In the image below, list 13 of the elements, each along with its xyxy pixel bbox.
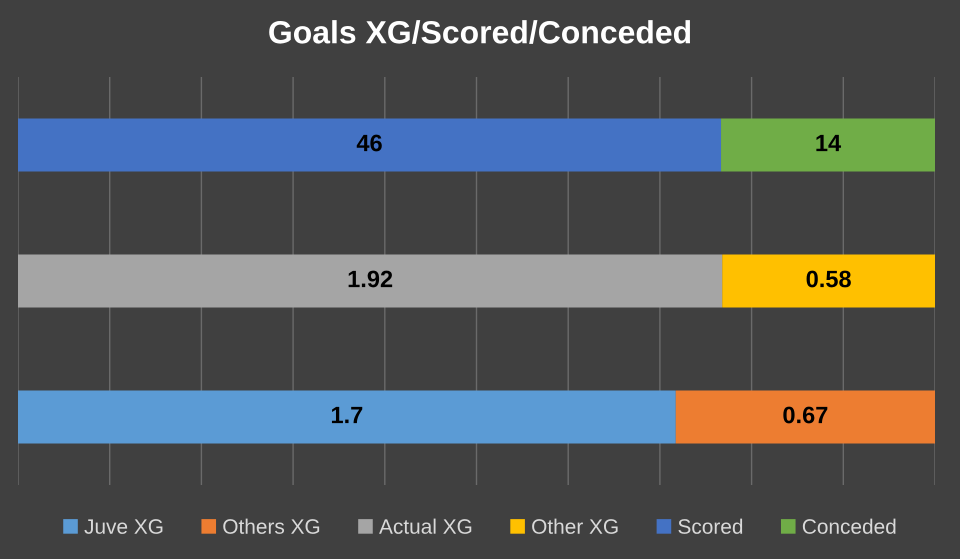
- data-label: 0.67: [783, 406, 828, 424]
- data-label: 14: [816, 134, 842, 152]
- legend-label: Other XG: [532, 518, 618, 534]
- chart-title: Goals XG/Scored/Conceded: [269, 20, 690, 44]
- legend-label: Juve XG: [84, 519, 162, 534]
- data-label: 46: [356, 134, 382, 152]
- legend-label: Scored: [678, 518, 742, 534]
- data-label: 0.58: [806, 270, 851, 288]
- legend-label: Conceded: [802, 518, 896, 534]
- legend-label: Others XG: [223, 518, 320, 534]
- data-label: 1.7: [332, 406, 362, 424]
- legend-label: Actual XG: [379, 518, 472, 534]
- data-label: 1.92: [348, 270, 392, 288]
